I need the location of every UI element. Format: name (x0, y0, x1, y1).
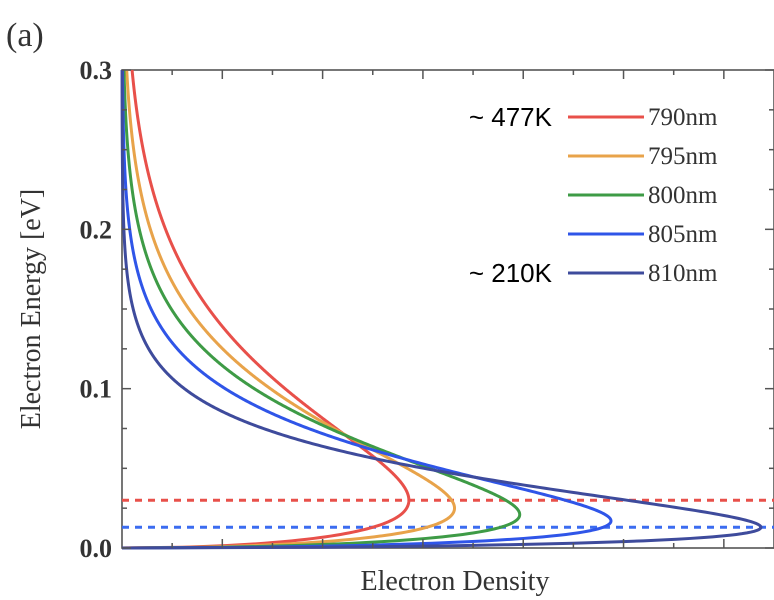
y-axis-title: Electron Energy [eV] (16, 189, 47, 430)
series-line-805nm (122, 70, 611, 548)
y-tick-labels: 0.0 0.1 0.2 0.3 (80, 56, 113, 563)
panel-label: (a) (6, 17, 44, 54)
annotation-2: ~ 210K (469, 258, 553, 288)
y-tick-label: 0.1 (80, 375, 113, 404)
legend: 790nm 795nm 800nm 805nm 810nm (568, 104, 718, 287)
legend-label-800nm: 800nm (648, 182, 718, 209)
curves (122, 70, 761, 548)
annotation-1: ~ 477K (469, 102, 553, 132)
y-tick-label: 0.2 (80, 215, 113, 244)
y-tick-label: 0.0 (80, 534, 113, 563)
legend-label-790nm: 790nm (648, 104, 718, 131)
annotations: ~ 477K ~ 210K (469, 102, 553, 288)
legend-label-805nm: 805nm (648, 221, 718, 248)
x-axis-title: Electron Density (361, 566, 550, 597)
legend-label-810nm: 810nm (648, 260, 718, 287)
series-line-810nm (122, 70, 761, 548)
reference-lines (122, 500, 774, 527)
series-line-800nm (122, 70, 520, 548)
y-tick-label: 0.3 (80, 56, 113, 85)
legend-label-795nm: 795nm (648, 143, 718, 170)
series-line-790nm (122, 70, 409, 548)
